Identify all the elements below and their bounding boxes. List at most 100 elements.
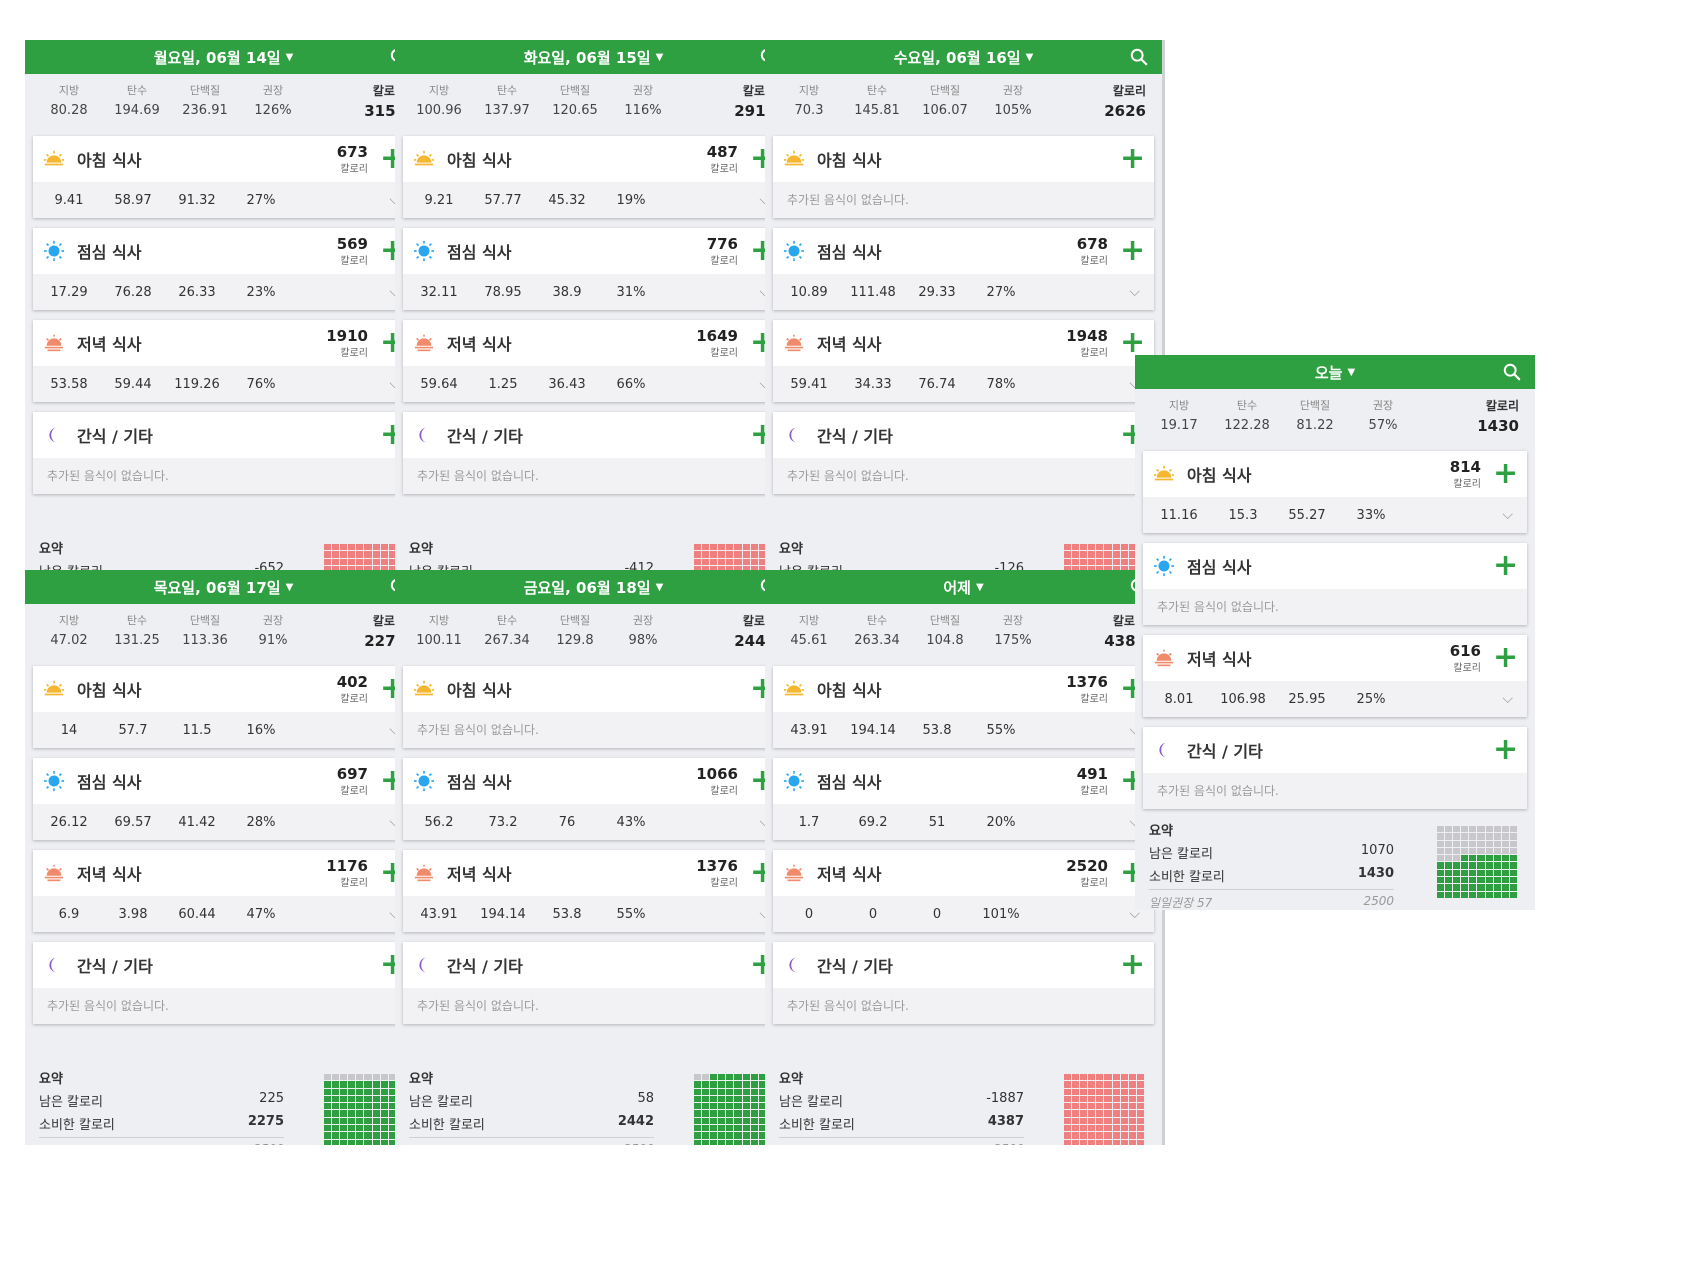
caret-down-icon[interactable]: ▼ bbox=[975, 581, 984, 593]
meal-card-snack[interactable]: 간식 / 기타 + 추가된 음식이 없습니다. bbox=[773, 412, 1154, 494]
search-icon[interactable] bbox=[1503, 363, 1521, 381]
meal-header[interactable]: 저녁 식사 1176 칼로리 + bbox=[33, 850, 414, 896]
meal-header[interactable]: 점심 식사 + bbox=[1143, 543, 1527, 589]
meal-header[interactable]: 아침 식사 + bbox=[403, 666, 784, 712]
meal-card-dinner[interactable]: 저녁 식사 2520 칼로리 +0 0 0 101% ⌵ bbox=[773, 850, 1154, 932]
meal-macros[interactable]: 1.7 69.2 51 20% ⌵ bbox=[773, 804, 1154, 840]
meal-header[interactable]: 아침 식사 + bbox=[773, 136, 1154, 182]
meal-header[interactable]: 간식 / 기타 + bbox=[773, 412, 1154, 458]
meal-header[interactable]: 저녁 식사 1376 칼로리 + bbox=[403, 850, 784, 896]
chevron-down-icon[interactable]: ⌵ bbox=[759, 376, 770, 392]
chevron-down-icon[interactable]: ⌵ bbox=[1502, 691, 1513, 707]
meal-macros[interactable]: 32.11 78.95 38.9 31% ⌵ bbox=[403, 274, 784, 310]
add-food-icon[interactable]: + bbox=[1493, 640, 1519, 675]
meal-macros[interactable]: 43.91 194.14 53.8 55% ⌵ bbox=[403, 896, 784, 932]
meal-card-breakfast[interactable]: 아침 식사 814 칼로리 +11.16 15.3 55.27 33% ⌵ bbox=[1143, 451, 1527, 533]
meal-header[interactable]: 간식 / 기타 + bbox=[33, 412, 414, 458]
meal-card-snack[interactable]: 간식 / 기타 + 추가된 음식이 없습니다. bbox=[33, 942, 414, 1024]
add-food-icon[interactable]: + bbox=[1493, 456, 1519, 491]
meal-header[interactable]: 간식 / 기타 + bbox=[403, 412, 784, 458]
chevron-down-icon[interactable]: ⌵ bbox=[759, 814, 770, 830]
date-selector[interactable]: 목요일, 06월 17일 bbox=[153, 578, 281, 597]
search-icon[interactable] bbox=[1130, 48, 1148, 66]
date-selector[interactable]: 오늘 bbox=[1314, 363, 1343, 382]
chevron-down-icon[interactable]: ⌵ bbox=[389, 192, 400, 208]
meal-macros[interactable]: 56.2 73.2 76 43% ⌵ bbox=[403, 804, 784, 840]
chevron-down-icon[interactable]: ⌵ bbox=[1502, 507, 1513, 523]
add-food-icon[interactable]: + bbox=[1493, 732, 1519, 767]
meal-macros[interactable]: 59.64 1.25 36.43 66% ⌵ bbox=[403, 366, 784, 402]
meal-card-snack[interactable]: 간식 / 기타 + 추가된 음식이 없습니다. bbox=[773, 942, 1154, 1024]
meal-header[interactable]: 점심 식사 491 칼로리 + bbox=[773, 758, 1154, 804]
date-selector[interactable]: 어제 bbox=[943, 578, 971, 597]
add-food-icon[interactable]: + bbox=[1493, 548, 1519, 583]
meal-macros[interactable]: 8.01 106.98 25.95 25% ⌵ bbox=[1143, 681, 1527, 717]
date-selector[interactable]: 수요일, 06월 16일 bbox=[893, 48, 1021, 67]
meal-card-snack[interactable]: 간식 / 기타 + 추가된 음식이 없습니다. bbox=[403, 942, 784, 1024]
meal-card-snack[interactable]: 간식 / 기타 + 추가된 음식이 없습니다. bbox=[1143, 727, 1527, 809]
meal-header[interactable]: 아침 식사 814 칼로리 + bbox=[1143, 451, 1527, 497]
meal-header[interactable]: 아침 식사 1376 칼로리 + bbox=[773, 666, 1154, 712]
meal-header[interactable]: 점심 식사 697 칼로리 + bbox=[33, 758, 414, 804]
caret-down-icon[interactable]: ▼ bbox=[655, 51, 664, 63]
caret-down-icon[interactable]: ▼ bbox=[1025, 51, 1034, 63]
chevron-down-icon[interactable]: ⌵ bbox=[389, 376, 400, 392]
meal-header[interactable]: 저녁 식사 1649 칼로리 + bbox=[403, 320, 784, 366]
meal-card-breakfast[interactable]: 아침 식사 + 추가된 음식이 없습니다. bbox=[403, 666, 784, 748]
meal-macros[interactable]: 0 0 0 101% ⌵ bbox=[773, 896, 1154, 932]
meal-card-dinner[interactable]: 저녁 식사 616 칼로리 +8.01 106.98 25.95 25% ⌵ bbox=[1143, 635, 1527, 717]
chevron-down-icon[interactable]: ⌵ bbox=[389, 284, 400, 300]
meal-header[interactable]: 저녁 식사 1910 칼로리 + bbox=[33, 320, 414, 366]
chevron-down-icon[interactable]: ⌵ bbox=[1129, 722, 1140, 738]
chevron-down-icon[interactable]: ⌵ bbox=[1129, 814, 1140, 830]
meal-card-snack[interactable]: 간식 / 기타 + 추가된 음식이 없습니다. bbox=[403, 412, 784, 494]
meal-macros[interactable]: 26.12 69.57 41.42 28% ⌵ bbox=[33, 804, 414, 840]
meal-macros[interactable]: 6.9 3.98 60.44 47% ⌵ bbox=[33, 896, 414, 932]
meal-header[interactable]: 아침 식사 673 칼로리 + bbox=[33, 136, 414, 182]
meal-header[interactable]: 점심 식사 1066 칼로리 + bbox=[403, 758, 784, 804]
chevron-down-icon[interactable]: ⌵ bbox=[1129, 284, 1140, 300]
date-selector[interactable]: 화요일, 06월 15일 bbox=[523, 48, 651, 67]
meal-macros[interactable]: 43.91 194.14 53.8 55% ⌵ bbox=[773, 712, 1154, 748]
meal-header[interactable]: 저녁 식사 616 칼로리 + bbox=[1143, 635, 1527, 681]
meal-header[interactable]: 점심 식사 569 칼로리 + bbox=[33, 228, 414, 274]
caret-down-icon[interactable]: ▼ bbox=[655, 581, 664, 593]
meal-macros[interactable]: 53.58 59.44 119.26 76% ⌵ bbox=[33, 366, 414, 402]
meal-header[interactable]: 점심 식사 776 칼로리 + bbox=[403, 228, 784, 274]
meal-header[interactable]: 점심 식사 678 칼로리 + bbox=[773, 228, 1154, 274]
meal-card-breakfast[interactable]: 아침 식사 + 추가된 음식이 없습니다. bbox=[773, 136, 1154, 218]
meal-macros[interactable]: 14 57.7 11.5 16% ⌵ bbox=[33, 712, 414, 748]
meal-header[interactable]: 간식 / 기타 + bbox=[773, 942, 1154, 988]
chevron-down-icon[interactable]: ⌵ bbox=[389, 722, 400, 738]
meal-card-dinner[interactable]: 저녁 식사 1948 칼로리 +59.41 34.33 76.74 78% ⌵ bbox=[773, 320, 1154, 402]
meal-macros[interactable]: 11.16 15.3 55.27 33% ⌵ bbox=[1143, 497, 1527, 533]
caret-down-icon[interactable]: ▼ bbox=[285, 581, 294, 593]
chevron-down-icon[interactable]: ⌵ bbox=[1129, 376, 1140, 392]
caret-down-icon[interactable]: ▼ bbox=[1347, 366, 1356, 378]
add-food-icon[interactable]: + bbox=[1120, 233, 1146, 268]
add-food-icon[interactable]: + bbox=[1120, 325, 1146, 360]
chevron-down-icon[interactable]: ⌵ bbox=[1129, 906, 1140, 922]
date-selector[interactable]: 금요일, 06월 18일 bbox=[523, 578, 651, 597]
meal-header[interactable]: 저녁 식사 2520 칼로리 + bbox=[773, 850, 1154, 896]
meal-card-lunch[interactable]: 점심 식사 678 칼로리 +10.89 111.48 29.33 27% ⌵ bbox=[773, 228, 1154, 310]
meal-header[interactable]: 간식 / 기타 + bbox=[403, 942, 784, 988]
chevron-down-icon[interactable]: ⌵ bbox=[759, 284, 770, 300]
caret-down-icon[interactable]: ▼ bbox=[285, 51, 294, 63]
chevron-down-icon[interactable]: ⌵ bbox=[389, 814, 400, 830]
meal-macros[interactable]: 9.21 57.77 45.32 19% ⌵ bbox=[403, 182, 784, 218]
meal-macros[interactable]: 10.89 111.48 29.33 27% ⌵ bbox=[773, 274, 1154, 310]
chevron-down-icon[interactable]: ⌵ bbox=[389, 906, 400, 922]
